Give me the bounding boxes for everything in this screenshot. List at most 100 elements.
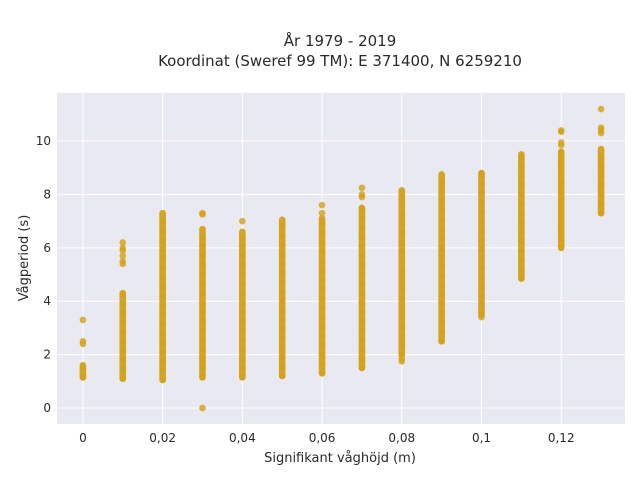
data-point <box>438 281 445 289</box>
data-point <box>557 244 565 252</box>
y-axis-ticks: 0 2 4 6 8 10 <box>36 134 51 415</box>
data-point <box>398 257 406 265</box>
data-point <box>438 263 445 270</box>
data-point <box>597 124 605 132</box>
data-point <box>119 257 127 265</box>
data-point <box>239 299 246 306</box>
data-point <box>398 211 406 218</box>
data-point <box>239 252 246 260</box>
data-point <box>119 356 127 364</box>
data-point <box>199 336 206 344</box>
data-point <box>518 256 525 264</box>
chart-title-line1: År 1979 - 2019 <box>284 31 397 50</box>
data-point <box>199 299 206 306</box>
data-point <box>199 404 206 412</box>
data-point <box>239 280 246 288</box>
data-point <box>518 228 525 236</box>
data-point <box>278 279 286 286</box>
data-point <box>119 300 127 308</box>
data-point <box>318 323 326 330</box>
data-point <box>119 337 127 345</box>
data-point <box>478 199 485 206</box>
data-point <box>478 189 485 197</box>
data-point <box>278 344 286 352</box>
data-point <box>318 360 326 368</box>
data-point <box>358 271 366 278</box>
data-point <box>518 219 525 226</box>
data-point <box>119 328 127 336</box>
data-point <box>278 269 286 277</box>
data-point <box>358 191 366 198</box>
data-point <box>478 255 485 262</box>
data-point <box>199 280 206 288</box>
x-tick-label: 0 <box>79 431 87 445</box>
data-point <box>199 233 206 241</box>
data-point <box>318 369 326 377</box>
data-point <box>398 192 406 200</box>
data-point <box>597 153 605 161</box>
data-point <box>597 172 605 180</box>
y-tick-label: 10 <box>36 134 51 148</box>
y-tick-label: 0 <box>43 401 51 415</box>
y-tick-label: 2 <box>43 348 51 362</box>
data-point <box>278 335 286 342</box>
data-point <box>398 295 406 302</box>
data-point <box>159 329 166 337</box>
data-point <box>358 252 366 260</box>
data-point <box>318 313 326 321</box>
x-tick-label: 0,06 <box>309 431 336 445</box>
data-point <box>398 313 406 321</box>
data-point <box>119 375 127 382</box>
data-point <box>239 327 246 334</box>
data-point <box>398 304 406 312</box>
data-point <box>478 180 485 188</box>
data-point <box>438 337 445 345</box>
data-point <box>318 267 326 274</box>
x-tick-label: 0,1 <box>472 431 491 445</box>
data-point <box>159 367 166 374</box>
data-point <box>159 227 166 234</box>
data-point <box>438 272 445 280</box>
data-point <box>358 355 366 362</box>
y-tick-label: 8 <box>43 187 51 201</box>
data-point <box>318 201 326 209</box>
data-point <box>597 181 605 189</box>
data-point <box>239 308 246 316</box>
data-point <box>278 232 286 240</box>
data-point <box>358 364 366 372</box>
data-point-column <box>478 169 485 318</box>
data-point <box>398 201 406 209</box>
data-point <box>159 339 166 346</box>
data-point <box>159 301 166 309</box>
data-point <box>398 239 406 246</box>
data-point <box>159 283 166 290</box>
data-point <box>239 289 246 297</box>
data-point <box>557 179 565 186</box>
data-point <box>478 227 485 234</box>
data-point <box>239 336 246 344</box>
data-point <box>478 245 485 253</box>
data-point <box>318 351 326 358</box>
data-point <box>358 289 366 297</box>
data-point <box>358 299 366 306</box>
data-point <box>438 291 445 298</box>
x-tick-label: 0,08 <box>388 431 415 445</box>
data-point <box>398 248 406 256</box>
data-point <box>278 297 286 305</box>
data-point <box>239 243 246 250</box>
x-axis-ticks: 0 0,02 0,04 0,06 0,08 0,1 0,12 <box>79 431 574 445</box>
data-point <box>358 243 366 250</box>
data-point <box>278 288 286 296</box>
data-point <box>199 364 206 372</box>
data-point <box>318 285 326 293</box>
data-point <box>358 327 366 334</box>
data-point <box>398 341 406 349</box>
data-point <box>438 319 445 326</box>
data-point <box>199 317 206 325</box>
data-point <box>159 236 166 244</box>
data-point <box>318 295 326 302</box>
data-point <box>159 376 166 384</box>
data-point <box>159 264 166 272</box>
data-point <box>278 251 286 258</box>
data-point <box>119 252 127 260</box>
